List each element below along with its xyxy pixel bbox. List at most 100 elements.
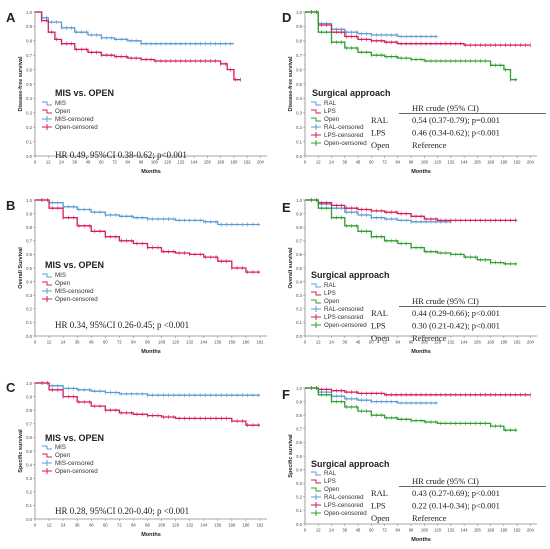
y-axis-label: Disease-free survival (18, 56, 24, 112)
y-tick-label: 0.2 (296, 307, 302, 312)
legend-swatch (42, 445, 52, 450)
x-tick-label: 0 (34, 523, 37, 528)
y-tick-label: 0.2 (26, 125, 32, 130)
x-tick-label: 24 (329, 160, 334, 165)
x-tick-label: 156 (204, 160, 212, 165)
y-tick-label: 0.0 (296, 154, 302, 159)
x-tick-label: 144 (191, 160, 199, 165)
x-tick-label: 180 (242, 340, 250, 345)
y-tick-label: 0.0 (296, 334, 302, 339)
series-line-lps (305, 11, 531, 46)
x-tick-label: 120 (434, 528, 442, 533)
y-tick-label: 0.9 (296, 211, 302, 216)
x-tick-label: 0 (34, 340, 37, 345)
chart-title: Surgical approach (311, 270, 390, 280)
legend-label: LPS-censored (324, 132, 364, 139)
x-tick-label: 24 (61, 523, 66, 528)
x-tick-label: 36 (342, 528, 347, 533)
chart-panel-b: B 0.0 0.1 0.2 0.3 0.4 0.5 0.6 0.7 0.8 0.9 1.0 0 12 24 3… (6, 198, 267, 355)
y-tick-label: 0.8 (296, 225, 302, 230)
y-tick-label: 0.1 (26, 503, 32, 508)
legend-label: Open-censored (55, 296, 98, 303)
x-tick-label: 96 (145, 523, 150, 528)
x-tick-label: 108 (158, 523, 166, 528)
x-tick-label: 144 (200, 523, 208, 528)
y-tick-label: 0.0 (26, 517, 32, 522)
x-tick-label: 72 (382, 160, 387, 165)
x-tick-label: 12 (47, 523, 52, 528)
legend-label: MIS-censored (55, 116, 94, 123)
hazard-ratio-note: HR 0.28, 95%CI 0.20-0.40; p <0.001 (55, 506, 189, 516)
x-tick-label: 132 (186, 523, 194, 528)
legend-label: MIS-censored (55, 460, 94, 467)
hr-table-header: HR crude (95% CI) (412, 103, 479, 113)
x-tick-label: 60 (103, 523, 108, 528)
x-tick-label: 84 (395, 160, 400, 165)
panel-label: A (6, 10, 16, 25)
x-tick-label: 108 (158, 340, 166, 345)
legend-label: RAL (324, 282, 337, 289)
hr-row-label: RAL (371, 488, 388, 498)
x-tick-label: 156 (474, 528, 482, 533)
x-tick-label: 72 (117, 523, 122, 528)
y-tick-label: 0.7 (296, 53, 302, 58)
legend-swatch (311, 299, 321, 304)
x-tick-label: 60 (369, 160, 374, 165)
y-tick-label: 0.1 (26, 320, 32, 325)
legend-label: RAL-censored (324, 124, 364, 131)
legend-label: LPS (324, 290, 336, 297)
hr-row-label: LPS (371, 501, 386, 511)
legend-label: Open (55, 452, 71, 459)
legend-label: Open-censored (55, 124, 98, 131)
series-line-open (35, 382, 260, 426)
legend-label: MIS (55, 272, 66, 279)
x-tick-label: 72 (112, 160, 117, 165)
panel-label: C (6, 380, 16, 395)
x-tick-label: 108 (421, 160, 429, 165)
legend-swatch (311, 109, 321, 114)
x-tick-label: 36 (342, 340, 347, 345)
legend-swatch (311, 117, 321, 122)
x-tick-label: 60 (369, 340, 374, 345)
legend-label: RAL (324, 100, 337, 107)
x-axis-label: Months (411, 349, 431, 355)
hazard-ratio-note: HR 0.49, 95%CI 0.38-0.62; p<0.001 (55, 150, 187, 160)
chart-title: Surgical approach (312, 88, 391, 98)
y-tick-label: 0.8 (296, 413, 302, 418)
y-axis-label: Specific survival (18, 429, 24, 473)
y-tick-label: 0.7 (26, 422, 32, 427)
legend-label: Open-censored (324, 322, 367, 329)
x-tick-label: 24 (329, 340, 334, 345)
y-tick-label: 0.9 (26, 394, 32, 399)
x-tick-label: 192 (514, 528, 522, 533)
x-tick-label: 48 (86, 160, 91, 165)
x-tick-label: 132 (447, 340, 455, 345)
x-tick-label: 36 (342, 160, 347, 165)
legend: RALLPSOpenRAL-censoredLPS-censoredOpen-c… (311, 100, 367, 147)
y-tick-label: 0.7 (26, 53, 32, 58)
panel-label: D (282, 10, 291, 25)
y-tick-label: 0.1 (26, 139, 32, 144)
x-tick-label: 168 (487, 340, 495, 345)
hr-row-value: 0.46 (0.34-0.62); p<0.001 (412, 128, 500, 138)
x-tick-label: 0 (304, 340, 307, 345)
y-tick-label: 0.8 (26, 225, 32, 230)
hr-table-header: HR crude (95% CI) (412, 296, 479, 306)
legend-label: MIS (55, 100, 66, 107)
legend-swatch (311, 479, 321, 484)
x-tick-label: 132 (177, 160, 185, 165)
hr-table: HR crude (95% CI) RAL 0.44 (0.29-0.66); p<… (371, 296, 546, 343)
x-tick-label: 120 (164, 160, 172, 165)
x-tick-label: 72 (117, 340, 122, 345)
x-tick-label: 120 (434, 340, 442, 345)
legend-label: Open-censored (324, 510, 367, 517)
legend-label: LPS (324, 108, 336, 115)
x-tick-label: 192 (256, 340, 264, 345)
x-tick-label: 108 (421, 340, 429, 345)
x-tick-label: 60 (369, 528, 374, 533)
legend: RALLPSOpenRAL-censoredLPS-censoredOpen-c… (311, 470, 367, 517)
y-tick-label: 0.3 (296, 481, 302, 486)
y-tick-label: 0.4 (26, 462, 32, 467)
legend-swatch (42, 281, 52, 286)
